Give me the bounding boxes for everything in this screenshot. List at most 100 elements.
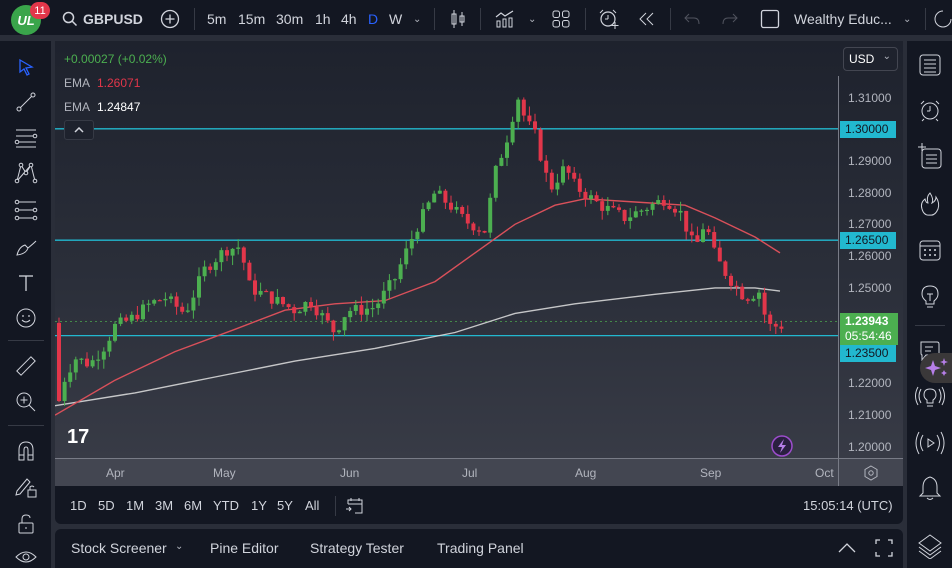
range-3m[interactable]: 3M: [155, 498, 174, 513]
ema-slow-label: EMA: [64, 100, 91, 114]
undo-button[interactable]: [684, 0, 700, 38]
ideas-button[interactable]: [915, 282, 945, 312]
indicators-dropdown-chevron-icon[interactable]: ⌄: [528, 13, 537, 25]
ideas-stream-button[interactable]: [915, 383, 945, 413]
layout-toggle-button[interactable]: [760, 0, 780, 38]
lock-all-tool[interactable]: [12, 510, 40, 538]
interval-dropdown-chevron-icon[interactable]: ⌄: [413, 13, 422, 25]
hotlists-button[interactable]: [915, 189, 945, 219]
range-all[interactable]: All: [305, 498, 320, 513]
cursor-tool[interactable]: [12, 53, 40, 81]
interval-5m[interactable]: 5m: [207, 11, 227, 27]
ai-assistant-button[interactable]: [920, 353, 952, 383]
last-price: 1.23943: [845, 314, 889, 328]
legend-collapse-button[interactable]: [64, 120, 94, 140]
pattern-icon: [14, 162, 38, 184]
add-watchlist-button[interactable]: [915, 141, 945, 171]
goto-date-button[interactable]: [345, 496, 365, 521]
utc-clock[interactable]: 15:05:14 (UTC): [803, 498, 893, 513]
smiley-icon: [16, 308, 36, 328]
chevron-up-icon: [838, 543, 856, 553]
pencil-lock-icon: [15, 478, 37, 498]
tab-trading-panel[interactable]: Trading Panel: [437, 540, 524, 556]
quick-search-button[interactable]: [934, 0, 952, 38]
range-1m[interactable]: 1M: [126, 498, 145, 513]
chevron-up-icon: [74, 127, 84, 133]
compare-symbol-button[interactable]: [160, 0, 180, 38]
price-chart[interactable]: 17: [55, 41, 903, 486]
time-scale[interactable]: Apr May Jun Jul Aug Sep Oct: [55, 458, 903, 487]
time-tick: Oct: [815, 466, 834, 480]
brush-tool[interactable]: [12, 233, 40, 261]
create-alert-button[interactable]: [598, 0, 620, 38]
streams-button[interactable]: [915, 428, 945, 458]
interval-4h[interactable]: 4h: [341, 11, 357, 27]
interval-w[interactable]: W: [389, 11, 403, 27]
symbol-search-button[interactable]: GBPUSD: [62, 0, 143, 38]
layout-name[interactable]: Wealthy Educ...: [794, 11, 892, 27]
forecast-icon: [14, 199, 38, 221]
magnet-tool[interactable]: [12, 437, 40, 465]
symbol-name: GBPUSD: [83, 11, 143, 27]
lock-drawings-tool[interactable]: [12, 473, 40, 501]
time-tick: May: [213, 466, 236, 480]
alerts-button[interactable]: [915, 95, 945, 125]
tab-stock-screener[interactable]: Stock Screener: [71, 540, 167, 556]
price-tick: 1.27000: [848, 217, 892, 231]
drawing-toolbar: [0, 41, 51, 568]
interval-30m[interactable]: 30m: [276, 11, 304, 27]
hide-drawings-tool[interactable]: [12, 543, 40, 568]
stock-screener-chevron-icon[interactable]: ⌄: [175, 541, 184, 552]
zoom-tool[interactable]: [12, 388, 40, 416]
range-1y[interactable]: 1Y: [251, 498, 267, 513]
tab-strategy-tester[interactable]: Strategy Tester: [310, 540, 404, 556]
watchlist-icon: [919, 54, 941, 76]
cursor-arrow-icon: [19, 58, 34, 76]
right-sidebar: [907, 41, 952, 568]
tab-pine-editor[interactable]: Pine Editor: [210, 540, 279, 556]
object-tree-button[interactable]: [915, 531, 945, 561]
fib-tool[interactable]: [12, 124, 40, 152]
maximize-panel-button[interactable]: [875, 539, 893, 562]
pattern-tool[interactable]: [12, 159, 40, 187]
list-plus-icon: [918, 143, 942, 169]
interval-15m[interactable]: 15m: [238, 11, 266, 27]
redo-button[interactable]: [722, 0, 738, 38]
layouts-button[interactable]: [552, 0, 570, 38]
interval-1h[interactable]: 1h: [315, 11, 331, 27]
layers-icon: [918, 534, 942, 559]
calendar-button[interactable]: [915, 235, 945, 265]
chart-type-button[interactable]: [449, 0, 467, 38]
notifications-button[interactable]: [915, 473, 945, 503]
price-change-label: +0.00027 (+0.02%): [64, 52, 167, 66]
undo-icon: [684, 13, 700, 25]
range-6m[interactable]: 6M: [184, 498, 203, 513]
price-tick: 1.31000: [848, 91, 892, 105]
expand-panel-button[interactable]: [838, 541, 856, 559]
interval-d[interactable]: D: [368, 11, 379, 27]
indicators-button[interactable]: [495, 0, 515, 38]
text-icon: [19, 275, 33, 291]
chart-pane[interactable]: 17: [55, 41, 903, 486]
emoji-tool[interactable]: [12, 304, 40, 332]
measure-tool[interactable]: [12, 352, 40, 380]
trendline-tool[interactable]: [12, 88, 40, 116]
tradingview-logo: 17: [67, 426, 89, 448]
range-1d[interactable]: 1D: [70, 498, 87, 513]
maximize-icon: [875, 539, 893, 557]
range-5d[interactable]: 5D: [98, 498, 115, 513]
alarm-clock-icon: [920, 100, 940, 122]
range-ytd[interactable]: YTD: [213, 498, 239, 513]
last-price-tag: 1.23943 05:54:46: [840, 313, 898, 345]
currency-select[interactable]: USD ⌄: [843, 47, 898, 71]
layout-dropdown-chevron-icon[interactable]: ⌄: [903, 13, 912, 25]
price-scale[interactable]: [838, 41, 903, 458]
range-5y[interactable]: 5Y: [277, 498, 293, 513]
indicators-icon: [495, 10, 514, 28]
price-tick: 1.25000: [848, 281, 892, 295]
watchlist-button[interactable]: [915, 50, 945, 80]
chart-settings-button[interactable]: [863, 465, 879, 486]
text-tool[interactable]: [12, 269, 40, 297]
prediction-tool[interactable]: [12, 196, 40, 224]
replay-button[interactable]: [638, 0, 656, 38]
